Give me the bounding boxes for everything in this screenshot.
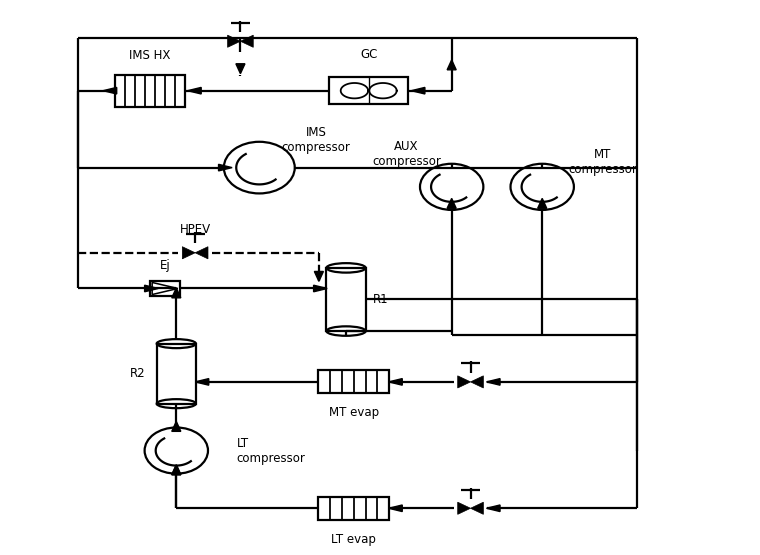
Text: LT evap: LT evap	[331, 533, 376, 546]
Bar	[150, 281, 180, 296]
Polygon shape	[315, 271, 324, 281]
Text: MT evap: MT evap	[328, 406, 378, 419]
Polygon shape	[172, 421, 181, 431]
Polygon shape	[486, 379, 500, 385]
Polygon shape	[236, 64, 245, 74]
Polygon shape	[458, 502, 470, 514]
Bar	[327, 268, 366, 331]
Polygon shape	[388, 379, 402, 385]
Polygon shape	[486, 505, 500, 512]
Text: IMS HX: IMS HX	[129, 49, 170, 62]
Bar	[318, 497, 389, 520]
Polygon shape	[537, 198, 546, 208]
Polygon shape	[388, 505, 402, 512]
Polygon shape	[314, 285, 328, 292]
Polygon shape	[172, 465, 181, 475]
Text: Ej: Ej	[160, 259, 170, 272]
Polygon shape	[195, 247, 208, 259]
Polygon shape	[172, 465, 181, 475]
Polygon shape	[188, 87, 201, 94]
Polygon shape	[411, 87, 425, 94]
Text: R2: R2	[130, 367, 146, 380]
Text: HPEV: HPEV	[179, 223, 211, 236]
Polygon shape	[470, 376, 483, 388]
Bar	[157, 344, 196, 403]
Polygon shape	[172, 288, 181, 298]
Polygon shape	[447, 60, 456, 70]
Polygon shape	[470, 502, 483, 514]
Polygon shape	[103, 87, 117, 94]
Text: AUX
compressor: AUX compressor	[372, 140, 441, 168]
Bar	[329, 77, 408, 104]
Polygon shape	[195, 379, 209, 385]
Text: GC: GC	[360, 48, 378, 62]
Text: R1: R1	[373, 293, 388, 306]
Polygon shape	[219, 164, 232, 171]
Text: IMS
compressor: IMS compressor	[281, 126, 350, 154]
Text: MT
compressor: MT compressor	[568, 148, 637, 176]
Polygon shape	[144, 285, 158, 292]
Polygon shape	[240, 35, 253, 47]
Polygon shape	[182, 247, 195, 259]
Bar	[116, 75, 185, 107]
Polygon shape	[458, 376, 470, 388]
Text: LT
compressor: LT compressor	[236, 437, 306, 465]
Bar	[318, 370, 389, 393]
Polygon shape	[227, 35, 240, 47]
Polygon shape	[447, 198, 456, 208]
